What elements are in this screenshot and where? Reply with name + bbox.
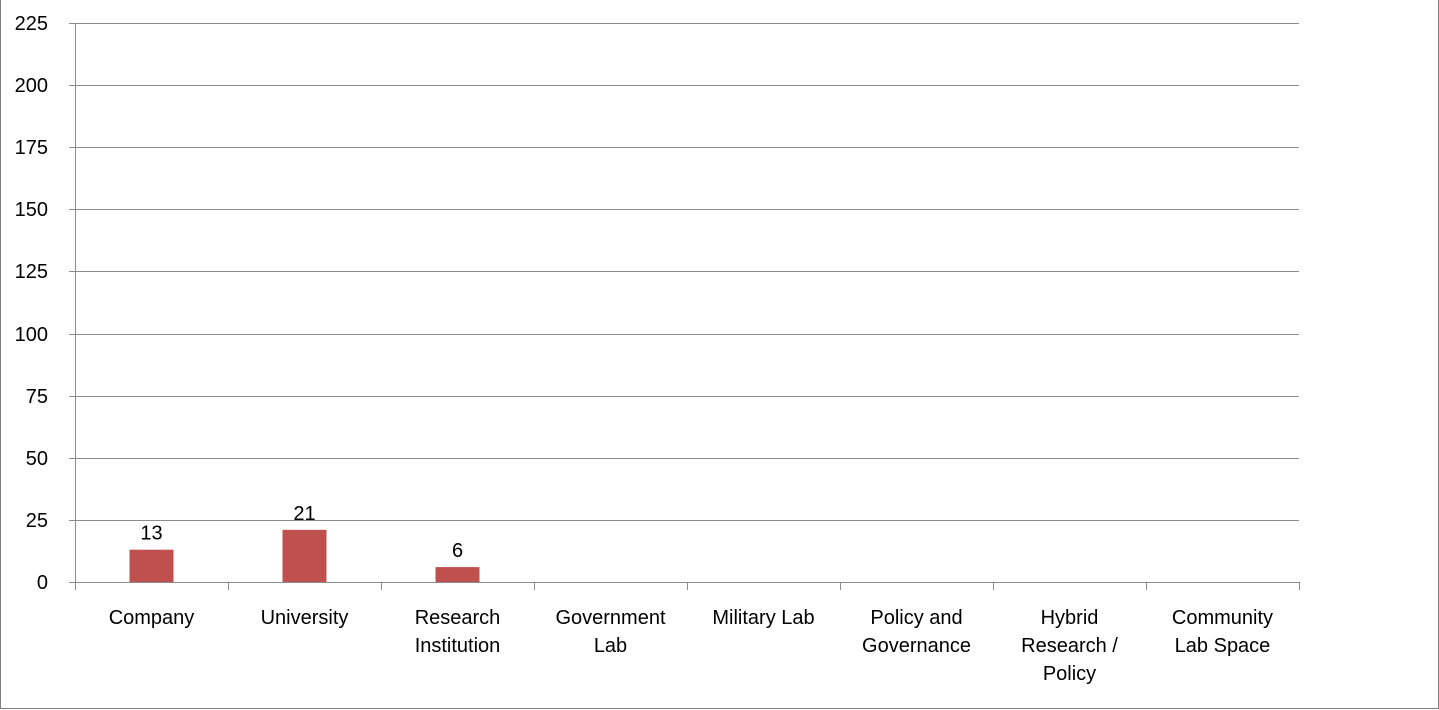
category-label-line: Lab Space xyxy=(1175,635,1271,657)
bar xyxy=(129,549,174,582)
y-tick-label: 75 xyxy=(26,386,48,408)
y-tick-label: 100 xyxy=(15,324,48,346)
y-tick-label: 150 xyxy=(15,199,48,221)
y-tick-label: 175 xyxy=(15,137,48,159)
category-label-line: Military Lab xyxy=(712,607,814,629)
category-label: Hybrid Research / Policy xyxy=(1021,607,1118,685)
category-label-line: Policy and xyxy=(870,607,962,629)
category-label-line: Government xyxy=(555,607,665,629)
category-label: Community Lab Space xyxy=(1172,607,1273,657)
y-tick-label: 0 xyxy=(37,572,48,594)
y-tick-label: 25 xyxy=(26,510,48,532)
category-label-line: Hybrid xyxy=(1041,607,1099,629)
category-label: Government Lab xyxy=(555,607,665,657)
category-label-line: University xyxy=(261,607,349,629)
y-tick-label: 225 xyxy=(15,13,48,35)
category-label-line: Research / xyxy=(1021,635,1118,657)
category-label: Research Institution xyxy=(415,607,501,657)
bar xyxy=(282,529,327,582)
category-label: University xyxy=(261,607,349,629)
data-label: 6 xyxy=(452,540,463,562)
category-label-line: Governance xyxy=(862,635,971,657)
category-label-line: Policy xyxy=(1043,663,1096,685)
data-label: 13 xyxy=(140,523,162,545)
category-label: Military Lab xyxy=(712,607,814,629)
category-label-line: Lab xyxy=(594,635,627,657)
category-label-line: Institution xyxy=(415,635,501,657)
category-label: Company xyxy=(109,607,195,629)
category-label-line: Research xyxy=(415,607,501,629)
y-tick-label: 50 xyxy=(26,448,48,470)
bar xyxy=(435,567,480,582)
y-tick-label: 125 xyxy=(15,261,48,283)
category-label-line: Company xyxy=(109,607,195,629)
category-label-line: Community xyxy=(1172,607,1273,629)
data-label: 21 xyxy=(293,503,315,525)
y-tick-label: 200 xyxy=(15,75,48,97)
category-label: Policy and Governance xyxy=(862,607,971,657)
